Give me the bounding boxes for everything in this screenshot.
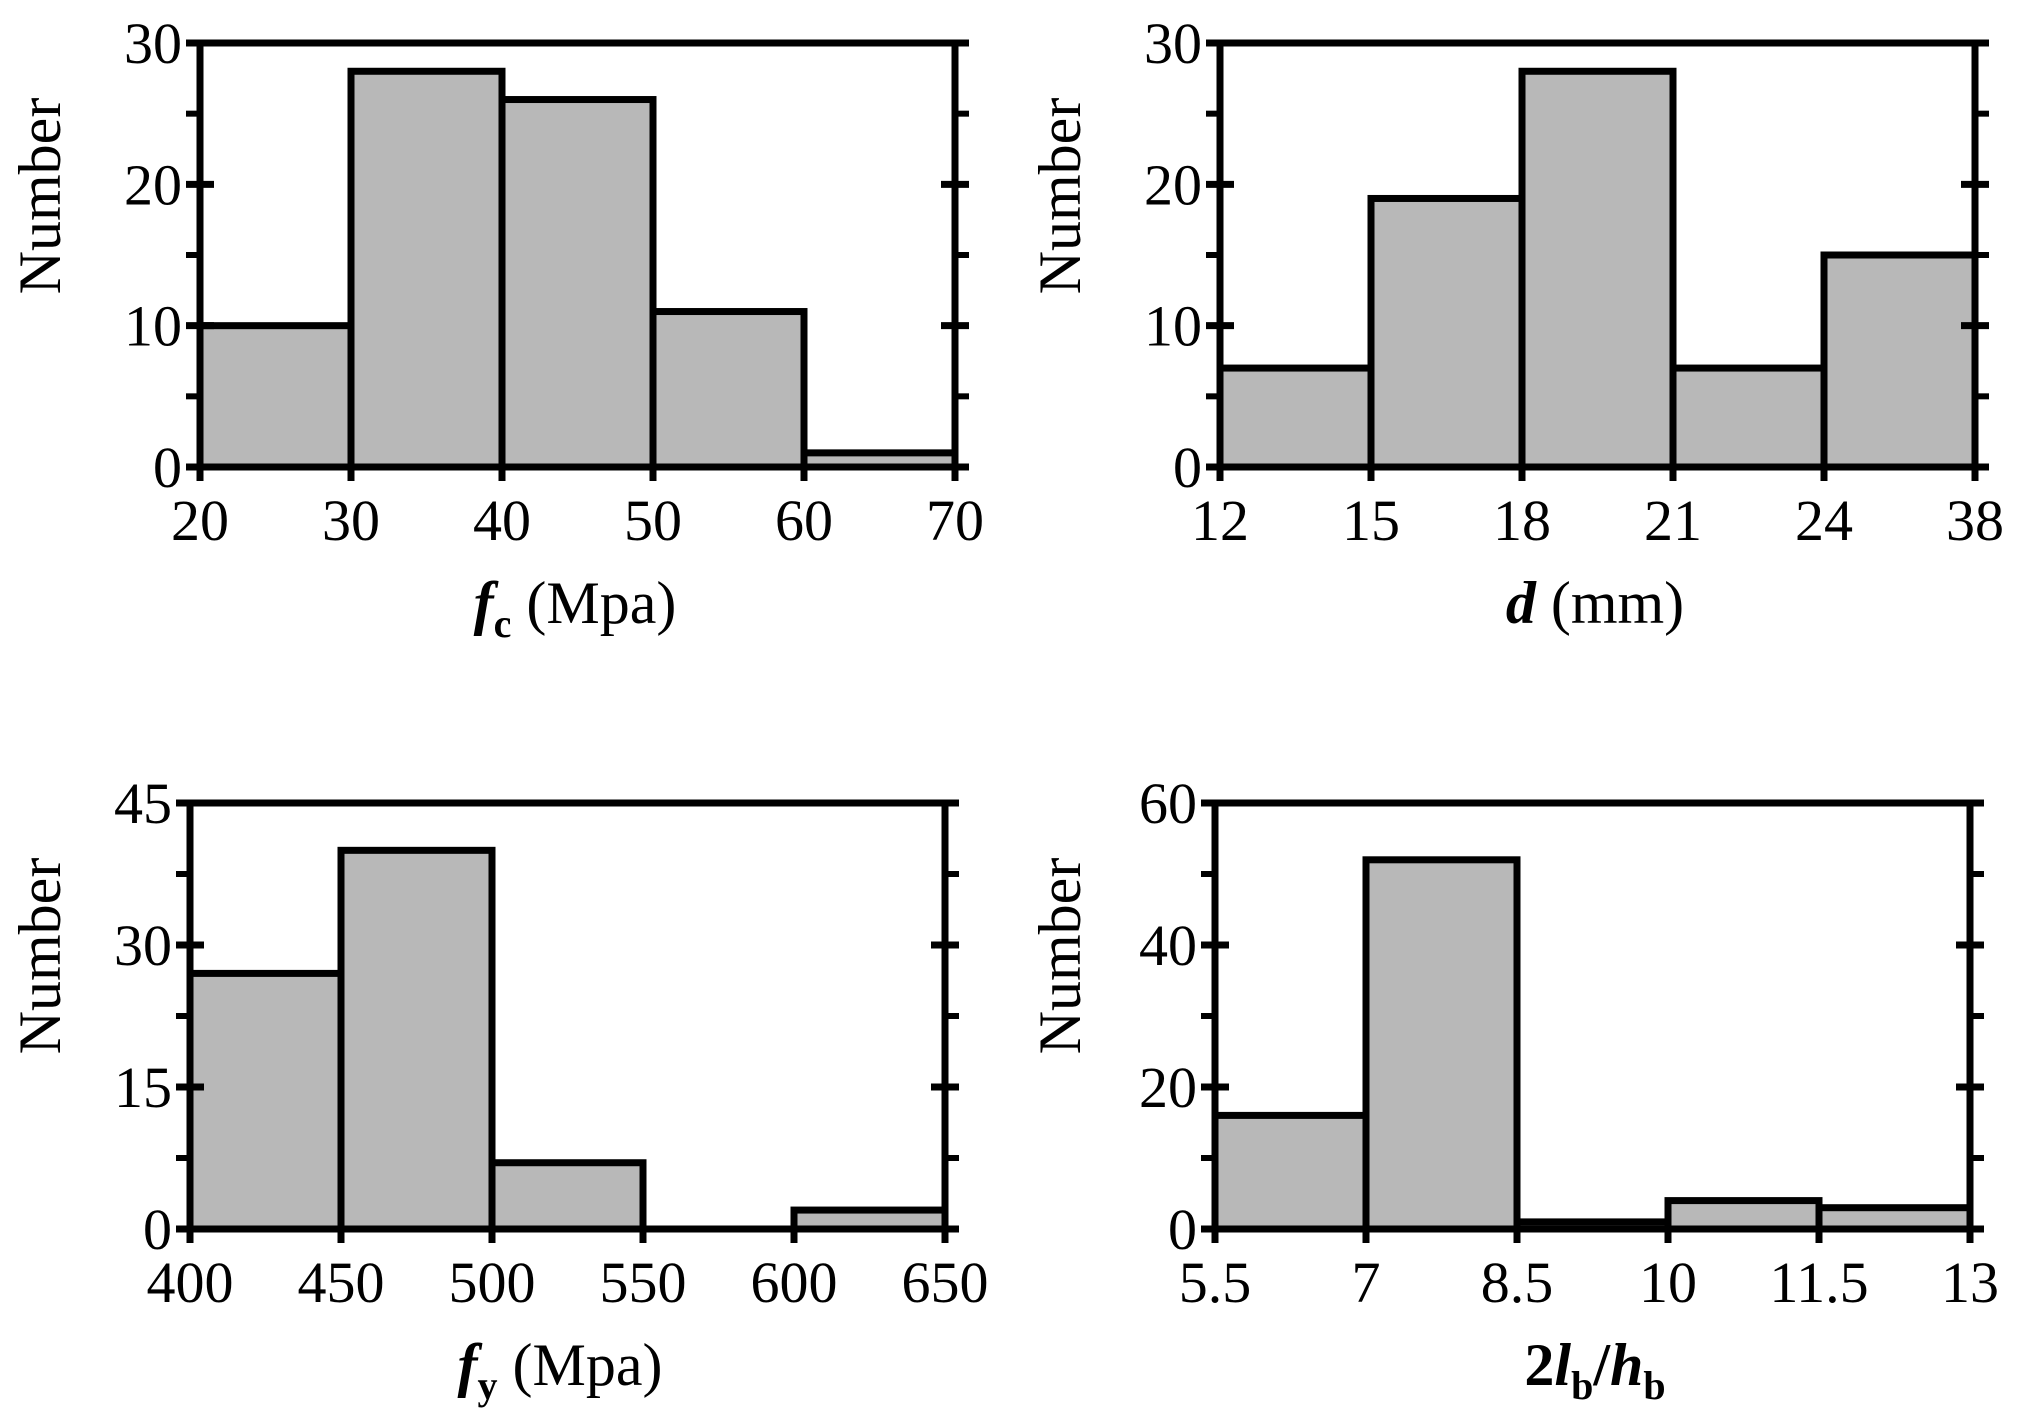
- histogram-bar: [1211, 1111, 1370, 1233]
- x-axis-var2: h: [1610, 1332, 1643, 1398]
- x-tick-label: 40: [473, 488, 531, 553]
- x-axis-unit: (mm): [1551, 570, 1684, 636]
- histogram-bar: [337, 846, 496, 1233]
- bars: [196, 67, 959, 471]
- y-tick-label: 0: [1173, 435, 1202, 500]
- y-tick-labels: 0 10 20 30: [124, 11, 182, 500]
- axes-frame: [1201, 799, 1984, 1243]
- bars: [1211, 856, 1974, 1233]
- x-axis-sub: y: [478, 1363, 498, 1408]
- x-tick-label: 30: [322, 488, 380, 553]
- x-axis-unit: (Mpa): [513, 1332, 663, 1398]
- histogram-bar: [498, 96, 657, 471]
- x-tick-labels: 5.5 7 8.5 10 11.5 13: [1179, 1250, 1999, 1315]
- x-tick-label: 12: [1191, 488, 1249, 553]
- x-axis-label: fy (Mpa): [458, 1332, 663, 1408]
- bars: [1216, 67, 1979, 471]
- x-axis-prefix: 2: [1524, 1332, 1554, 1398]
- x-axis-sub2: b: [1643, 1363, 1665, 1408]
- histogram-fy: 0 15 30 45 400 450 500 550 600 650 Number fy (Mp…: [7, 771, 989, 1408]
- x-axis-unit: (Mpa): [526, 570, 676, 636]
- histogram-bar: [347, 67, 506, 471]
- axes-frame: [1206, 39, 1989, 481]
- histogram-bar: [488, 1159, 647, 1233]
- y-axis-label: Number: [1027, 98, 1093, 295]
- y-tick-label: 10: [124, 294, 182, 359]
- axes-frame: [176, 799, 959, 1243]
- x-tick-label: 600: [751, 1250, 838, 1315]
- y-tick-label: 40: [1139, 913, 1197, 978]
- x-tick-label: 18: [1493, 488, 1551, 553]
- histogram-bar: [1664, 1197, 1823, 1233]
- x-axis-sub: c: [494, 601, 512, 646]
- x-tick-label: 50: [624, 488, 682, 553]
- y-tick-label: 15: [114, 1055, 172, 1120]
- histogram-fc: 0 10 20 30 20 30 40 50 60 70 Number fc (Mpa): [7, 11, 984, 646]
- x-axis-label: 2lb/hb: [1524, 1332, 1665, 1408]
- x-tick-label: 11.5: [1769, 1250, 1868, 1315]
- histogram-bar: [1216, 364, 1375, 471]
- y-axis-label: Number: [7, 98, 73, 295]
- x-axis-sep: /: [1592, 1332, 1611, 1398]
- x-tick-labels: 12 15 18 21 24 38: [1191, 488, 2004, 553]
- x-axis-sub: b: [1571, 1363, 1593, 1408]
- histogram-bar: [186, 969, 345, 1233]
- histogram-bar: [1367, 194, 1526, 471]
- x-tick-label: 7: [1352, 1250, 1381, 1315]
- y-tick-label: 10: [1144, 294, 1202, 359]
- y-tick-label: 45: [114, 771, 172, 836]
- x-tick-label: 38: [1946, 488, 2004, 553]
- x-tick-label: 550: [600, 1250, 687, 1315]
- y-tick-label: 0: [1168, 1197, 1197, 1262]
- histogram-bar: [1362, 856, 1521, 1233]
- histogram-d: 0 10 20 30 12 15 18 21 24 38 Number d (mm): [1027, 11, 2004, 636]
- x-tick-label: 60: [775, 488, 833, 553]
- axes-frame: [186, 39, 969, 481]
- x-tick-label: 400: [147, 1250, 234, 1315]
- x-axis-var: d: [1506, 570, 1537, 636]
- x-tick-label: 15: [1342, 488, 1400, 553]
- y-tick-labels: 0 20 40 60: [1139, 771, 1197, 1262]
- histogram-bar: [1820, 251, 1979, 471]
- histogram-bar: [1669, 364, 1828, 471]
- y-axis-label: Number: [1027, 858, 1093, 1055]
- x-tick-label: 20: [171, 488, 229, 553]
- y-tick-label: 20: [1139, 1055, 1197, 1120]
- x-tick-label: 450: [298, 1250, 385, 1315]
- y-tick-labels: 0 15 30 45: [114, 771, 172, 1262]
- x-axis-var: l: [1554, 1332, 1571, 1398]
- y-tick-label: 20: [1144, 152, 1202, 217]
- x-axis-label: fc (Mpa): [474, 570, 677, 646]
- bars: [186, 846, 949, 1233]
- y-axis-label: Number: [7, 858, 73, 1055]
- x-tick-label: 13: [1941, 1250, 1999, 1315]
- x-tick-label: 24: [1795, 488, 1853, 553]
- y-tick-labels: 0 10 20 30: [1144, 11, 1202, 500]
- y-tick-label: 30: [1144, 11, 1202, 76]
- y-tick-label: 0: [143, 1197, 172, 1262]
- x-tick-label: 650: [902, 1250, 989, 1315]
- x-tick-label: 21: [1644, 488, 1702, 553]
- x-tick-label: 5.5: [1179, 1250, 1252, 1315]
- x-axis-label: d (mm): [1506, 570, 1684, 636]
- x-tick-labels: 400 450 500 550 600 650: [147, 1250, 989, 1315]
- x-tick-label: 10: [1639, 1250, 1697, 1315]
- histogram-bar: [649, 308, 808, 471]
- y-tick-label: 30: [124, 11, 182, 76]
- y-tick-label: 0: [153, 435, 182, 500]
- histogram-bar: [1518, 67, 1677, 471]
- x-tick-labels: 20 30 40 50 60 70: [171, 488, 984, 553]
- x-tick-label: 8.5: [1481, 1250, 1554, 1315]
- y-tick-label: 20: [124, 152, 182, 217]
- x-tick-label: 70: [926, 488, 984, 553]
- x-tick-label: 500: [449, 1250, 536, 1315]
- histogram-bar: [196, 322, 355, 471]
- y-tick-label: 30: [114, 913, 172, 978]
- y-tick-label: 60: [1139, 771, 1197, 836]
